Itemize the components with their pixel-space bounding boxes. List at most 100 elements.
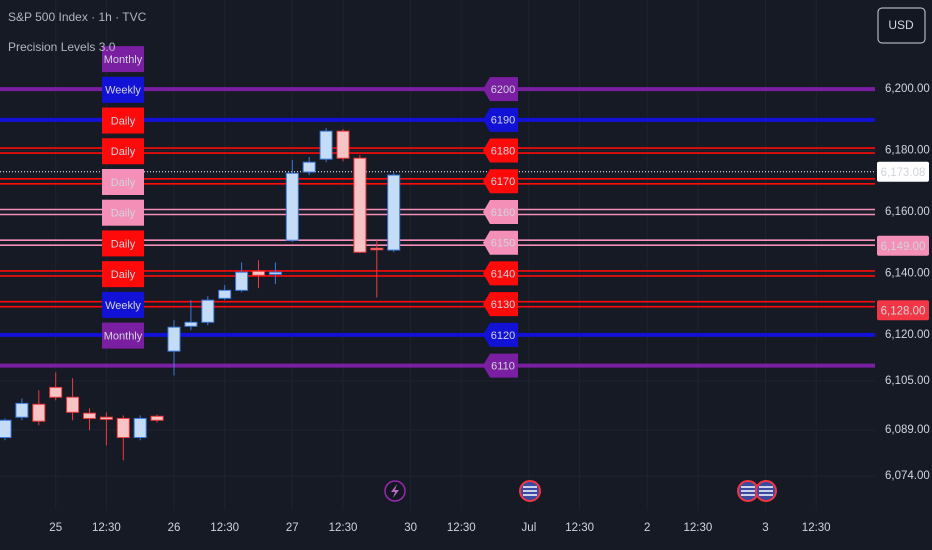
timeframe-tag bbox=[102, 291, 144, 318]
level-price-tag bbox=[483, 292, 518, 317]
timeframe-label: Weekly bbox=[105, 85, 141, 97]
level-price-label: 6180 bbox=[491, 145, 515, 157]
level-price-label: 6120 bbox=[491, 330, 515, 342]
timeframe-tag bbox=[102, 107, 144, 134]
timeframe-tag bbox=[102, 261, 144, 288]
x-tick-label: 12:30 bbox=[447, 522, 476, 534]
candle-body bbox=[0, 419, 12, 438]
timeframe-label: Monthly bbox=[104, 54, 143, 66]
level-price-label: 6150 bbox=[491, 238, 515, 250]
event-icon-glyph bbox=[759, 486, 773, 496]
timeframe-label: Daily bbox=[111, 115, 136, 127]
candle-body bbox=[252, 270, 265, 276]
x-tick-label: 30 bbox=[404, 522, 417, 534]
timeframe-tag bbox=[102, 199, 144, 226]
levels bbox=[0, 87, 875, 368]
candle-body bbox=[15, 402, 29, 418]
level-price-label: 6170 bbox=[491, 176, 515, 188]
candle-body bbox=[235, 271, 249, 291]
candle-body bbox=[83, 412, 96, 419]
x-tick-label: 26 bbox=[168, 522, 181, 534]
candle-body bbox=[387, 174, 401, 251]
timeframe-label: Daily bbox=[111, 208, 136, 220]
y-tick-label: 6,200.00 bbox=[885, 83, 930, 95]
timeframe-label: Daily bbox=[111, 177, 136, 189]
x-tick-label: 12:30 bbox=[684, 522, 713, 534]
timeframe-label: Daily bbox=[111, 269, 136, 281]
x-tick-label: 12:30 bbox=[210, 522, 239, 534]
price-axis: 6,200.00 6,180.00 6,160.00 6,140.00 6,120.00… bbox=[49, 83, 929, 534]
level-price-tag bbox=[483, 353, 518, 378]
chart-title: S&P 500 Index · 1h · TVC bbox=[8, 10, 147, 24]
timeframe-label: Weekly bbox=[105, 300, 141, 312]
level-price-tag bbox=[483, 322, 518, 347]
candle-body bbox=[116, 417, 130, 438]
level-price-label: 6200 bbox=[491, 84, 515, 96]
y-tick-label: 6,105.00 bbox=[885, 375, 930, 387]
x-tick-label: 2 bbox=[644, 522, 650, 534]
price-tag bbox=[877, 161, 929, 182]
event-icons bbox=[384, 480, 777, 502]
event-icon-glyph bbox=[523, 486, 537, 496]
candle-body bbox=[302, 161, 316, 173]
candle-body bbox=[353, 157, 367, 253]
candle-body bbox=[218, 289, 232, 299]
candle-body bbox=[49, 386, 63, 398]
candles bbox=[0, 128, 401, 461]
candle-body bbox=[201, 299, 215, 323]
candle-body bbox=[319, 130, 333, 160]
x-tick-label: 12:30 bbox=[565, 522, 594, 534]
level-price-tag bbox=[483, 77, 518, 102]
candle-body bbox=[167, 326, 181, 352]
level-tags: Monthly 6200 Weekly 6190 Daily 6180 Daily 6170 D… bbox=[102, 46, 518, 378]
y-tick-label: 6,089.00 bbox=[885, 424, 930, 436]
level-price-tag bbox=[483, 169, 518, 194]
candle-body bbox=[268, 271, 282, 275]
candle-body bbox=[66, 396, 80, 413]
y-tick-label: 6,120.00 bbox=[885, 329, 930, 341]
y-tick-label: 6,160.00 bbox=[885, 206, 930, 218]
timeframe-tag bbox=[102, 46, 144, 73]
candle-body bbox=[133, 417, 147, 438]
price-tag-label: 6,128.00 bbox=[881, 305, 926, 317]
level-price-tag bbox=[483, 138, 518, 163]
timeframe-label: Daily bbox=[111, 238, 136, 250]
candle-body bbox=[336, 130, 350, 159]
level-price-label: 6160 bbox=[491, 207, 515, 219]
currency-button[interactable] bbox=[877, 7, 926, 44]
x-tick-label: 12:30 bbox=[92, 522, 121, 534]
candle-body bbox=[370, 247, 384, 251]
event-icon-glyph bbox=[741, 486, 755, 496]
currency-label[interactable]: USD bbox=[888, 18, 914, 32]
x-tick-label: 3 bbox=[762, 522, 768, 534]
candle-body bbox=[184, 321, 198, 327]
level-price-tag bbox=[483, 261, 518, 286]
x-tick-label: 12:30 bbox=[329, 522, 358, 534]
x-tick-label: 25 bbox=[49, 522, 62, 534]
timeframe-tag bbox=[102, 322, 144, 349]
level-price-label: 6190 bbox=[491, 115, 515, 127]
candle-body bbox=[32, 403, 46, 422]
price-tag bbox=[877, 300, 929, 321]
y-tick-label: 6,180.00 bbox=[885, 145, 930, 157]
timeframe-tag bbox=[102, 168, 144, 195]
price-tag bbox=[877, 235, 929, 256]
y-tick-label: 6,140.00 bbox=[885, 267, 930, 279]
price-tag-label: 6,149.00 bbox=[881, 241, 926, 253]
level-price-tag bbox=[483, 107, 518, 132]
level-price-label: 6130 bbox=[491, 299, 515, 311]
candle-body bbox=[285, 172, 299, 241]
x-tick-label: 27 bbox=[286, 522, 299, 534]
timeframe-label: Monthly bbox=[104, 331, 143, 343]
event-icon-glyph bbox=[391, 484, 399, 498]
candle-body bbox=[150, 415, 164, 421]
indicator-name[interactable]: Precision Levels 3.0 bbox=[8, 40, 116, 54]
candle-body bbox=[99, 416, 113, 420]
timeframe-tag bbox=[102, 76, 144, 103]
timeframe-label: Daily bbox=[111, 146, 136, 158]
timeframe-tag bbox=[102, 230, 144, 257]
y-tick-label: 6,074.00 bbox=[885, 470, 930, 482]
level-price-tag bbox=[483, 199, 518, 224]
